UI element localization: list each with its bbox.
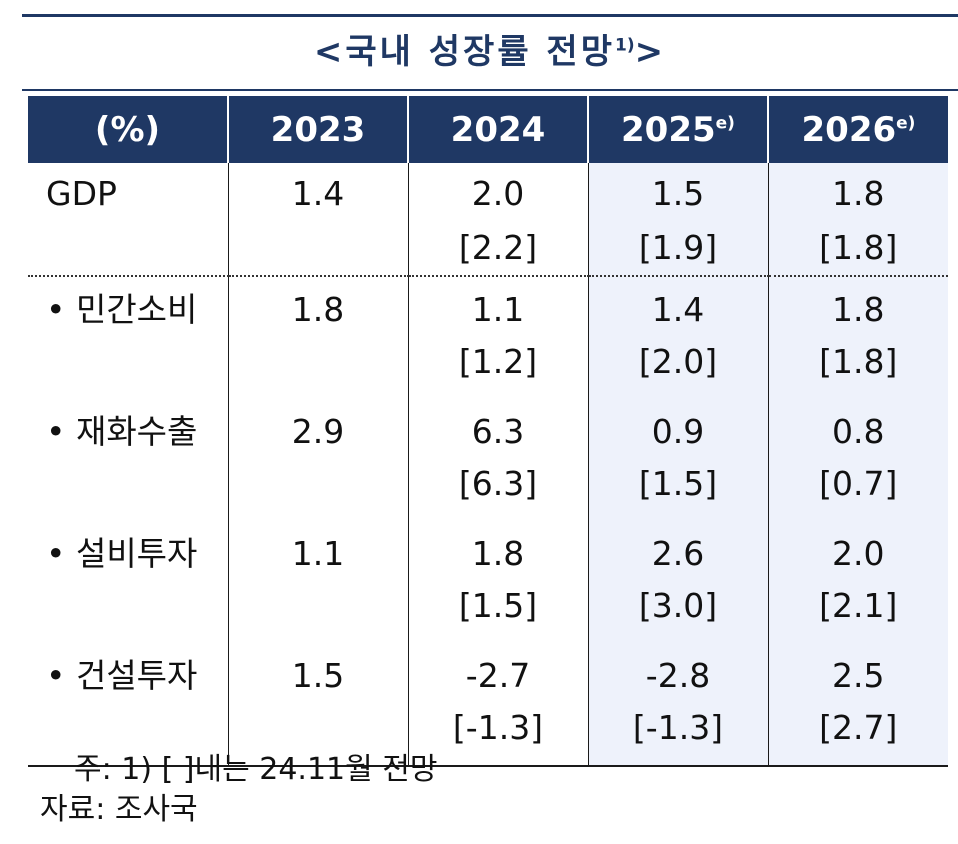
cell-2026: 0.8 [0.7] (767, 399, 948, 521)
table-title-close: > (634, 32, 667, 72)
cell-prev-forecast: [1.9] (638, 228, 718, 267)
cell-2024: -2.7 [-1.3] (407, 643, 588, 767)
cell-value: 1.4 (291, 174, 345, 213)
row-label: GDP (28, 163, 228, 276)
cell-prev-forecast: [1.5] (638, 464, 718, 503)
cell-2025: 1.5 [1.9] (587, 163, 768, 276)
cell-value: 6.3 (471, 412, 525, 451)
cell-prev-forecast: [1.2] (458, 342, 538, 381)
cell-value: 1.5 (651, 174, 705, 213)
cell-2023: 1.1 (227, 521, 408, 643)
row-label: • 재화수출 (28, 399, 228, 521)
header-year-label: 2024 (450, 109, 546, 150)
cell-2023: 1.4 (227, 163, 408, 276)
row-label-text: • 건설투자 (46, 656, 198, 695)
cell-2026: 2.0 [2.1] (767, 521, 948, 643)
cell-value: -2.8 (645, 656, 711, 695)
header-year-2026: 2026e) (767, 96, 948, 163)
header-year-sup: e) (896, 113, 916, 134)
cell-value: 2.9 (291, 412, 345, 451)
cell-prev-forecast: [-1.3] (452, 708, 544, 747)
cell-value: 2.5 (832, 656, 885, 695)
cell-prev-forecast: [-1.3] (632, 708, 724, 747)
cell-2023: 2.9 (227, 399, 408, 521)
header-year-label: 2023 (270, 109, 366, 150)
cell-prev-forecast: [2.1] (819, 586, 898, 625)
title-rule (22, 89, 958, 91)
cell-2024: 1.8 [1.5] (407, 521, 588, 643)
growth-outlook-table: (%) 2023 2024 2025e) 2026e) GDP 1.4 2.0[… (28, 96, 948, 767)
cell-2025: 2.6 [3.0] (587, 521, 768, 643)
top-rule (22, 14, 958, 17)
cell-value: 1.5 (291, 656, 345, 695)
row-label-text: GDP (46, 174, 117, 213)
cell-value: 1.8 (471, 534, 525, 573)
header-year-sup: e) (715, 113, 735, 134)
cell-prev-forecast: [1.8] (819, 228, 898, 267)
cell-prev-forecast (229, 459, 408, 513)
cell-prev-forecast: [1.5] (458, 586, 538, 625)
header-year-2024: 2024 (407, 96, 588, 163)
table-body: GDP 1.4 2.0 [2.2] 1.5 [1.9] 1.8 [1.8] • 민간소… (28, 163, 948, 767)
cell-value: 0.8 (832, 412, 885, 451)
table-row-construction-investment: • 건설투자 1.5 -2.7 [-1.3] -2.8 [-1.3] 2.5 [2.7… (28, 643, 948, 767)
cell-2025: 1.4 [2.0] (587, 275, 768, 399)
cell-2026: 2.5 [2.7] (767, 643, 948, 767)
cell-value: 1.4 (651, 290, 705, 329)
header-year-2023: 2023 (227, 96, 408, 163)
cell-2024: 2.0 [2.2] (407, 163, 588, 276)
cell-value: 0.9 (651, 412, 705, 451)
footnote: 주: 1) [ ]내는 24.11월 전망 (74, 752, 438, 787)
header-row: (%) 2023 2024 2025e) 2026e) (28, 96, 948, 163)
cell-2026: 1.8 [1.8] (767, 163, 948, 276)
cell-prev-forecast (229, 221, 408, 275)
cell-2024: 6.3 [6.3] (407, 399, 588, 521)
row-label: • 건설투자 (28, 643, 228, 767)
table-row-facility-investment: • 설비투자 1.1 1.8 [1.5] 2.6 [3.0] 2.0 [2.1] (28, 521, 948, 643)
table-header: (%) 2023 2024 2025e) 2026e) (28, 96, 948, 163)
cell-value: 1.1 (291, 534, 345, 573)
source-line: 자료: 조사국 (40, 792, 198, 827)
cell-prev-forecast: [6.3] (458, 464, 538, 503)
row-label-text: • 민간소비 (46, 290, 198, 329)
table-row-goods-exports: • 재화수출 2.9 6.3 [6.3] 0.9 [1.5] 0.8 [0.7] (28, 399, 948, 521)
cell-2025: 0.9 [1.5] (587, 399, 768, 521)
cell-value: 1.8 (832, 174, 885, 213)
header-year-2025: 2025e) (587, 96, 768, 163)
header-year-label: 2026 (801, 109, 897, 150)
table-title-text: <국내 성장률 전망 (313, 32, 615, 72)
header-year-label: 2025 (621, 109, 716, 150)
cell-prev-forecast: [2.7] (819, 708, 898, 747)
cell-value: 2.0 (832, 534, 885, 573)
cell-value: 1.8 (291, 290, 345, 329)
table-row-private-consumption: • 민간소비 1.8 1.1 [1.2] 1.4 [2.0] 1.8 [1.8] (28, 275, 948, 399)
cell-value: 2.0 (471, 174, 525, 213)
header-unit: (%) (28, 96, 228, 163)
table-row-gdp: GDP 1.4 2.0 [2.2] 1.5 [1.9] 1.8 [1.8] (28, 163, 948, 276)
cell-2024: 1.1 [1.2] (407, 275, 588, 399)
cell-prev-forecast: [3.0] (638, 586, 718, 625)
cell-prev-forecast: [1.8] (819, 342, 898, 381)
table-title: <국내 성장률 전망1)> (22, 24, 958, 73)
cell-prev-forecast: [2.2] (458, 228, 538, 267)
cell-prev-forecast: [0.7] (819, 464, 898, 503)
cell-2026: 1.8 [1.8] (767, 275, 948, 399)
cell-value: 1.1 (471, 290, 525, 329)
cell-prev-forecast: [2.0] (638, 342, 718, 381)
row-label: • 민간소비 (28, 275, 228, 399)
cell-2025: -2.8 [-1.3] (587, 643, 768, 767)
cell-value: 2.6 (651, 534, 705, 573)
row-label: • 설비투자 (28, 521, 228, 643)
cell-2023: 1.5 (227, 643, 408, 767)
cell-value: -2.7 (465, 656, 531, 695)
cell-2023: 1.8 (227, 275, 408, 399)
cell-prev-forecast (229, 337, 408, 391)
cell-value: 1.8 (832, 290, 885, 329)
table-title-footnote-mark: 1) (615, 35, 635, 56)
row-label-text: • 설비투자 (46, 534, 198, 573)
row-label-text: • 재화수출 (46, 412, 198, 451)
cell-prev-forecast (229, 581, 408, 635)
